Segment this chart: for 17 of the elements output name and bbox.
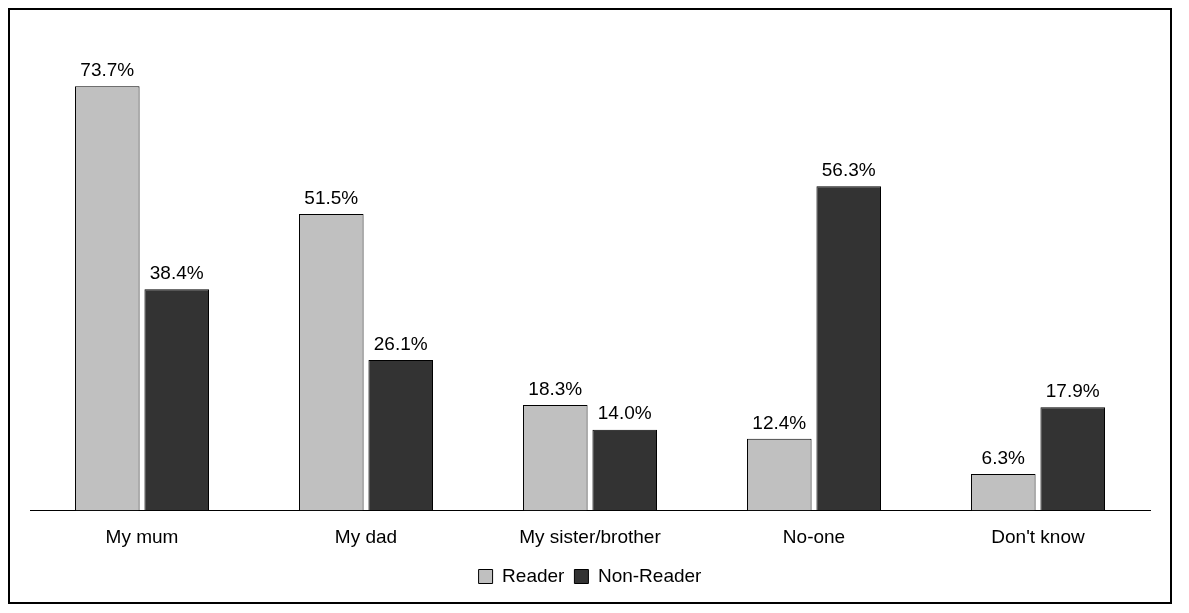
x-tick-label: My mum [105, 525, 179, 547]
legend-label: Reader [502, 564, 566, 586]
data-label: 51.5% [304, 186, 359, 208]
data-label: 38.4% [149, 262, 204, 284]
data-label: 14.0% [597, 402, 652, 424]
data-label: 26.1% [373, 332, 428, 354]
data-label: 17.9% [1045, 379, 1100, 401]
x-tick-label: My dad [334, 525, 398, 547]
data-label: 56.3% [821, 159, 876, 181]
data-label: 6.3% [981, 446, 1026, 468]
x-tick-label: My sister/brother [519, 525, 662, 547]
x-tick-label: Don't know [991, 525, 1085, 547]
data-label: 73.7% [80, 58, 135, 80]
x-tick-label: No-one [782, 525, 846, 547]
legend-label: Non-Reader [597, 564, 703, 586]
data-label: 18.3% [528, 377, 583, 399]
data-label: 12.4% [752, 411, 807, 433]
